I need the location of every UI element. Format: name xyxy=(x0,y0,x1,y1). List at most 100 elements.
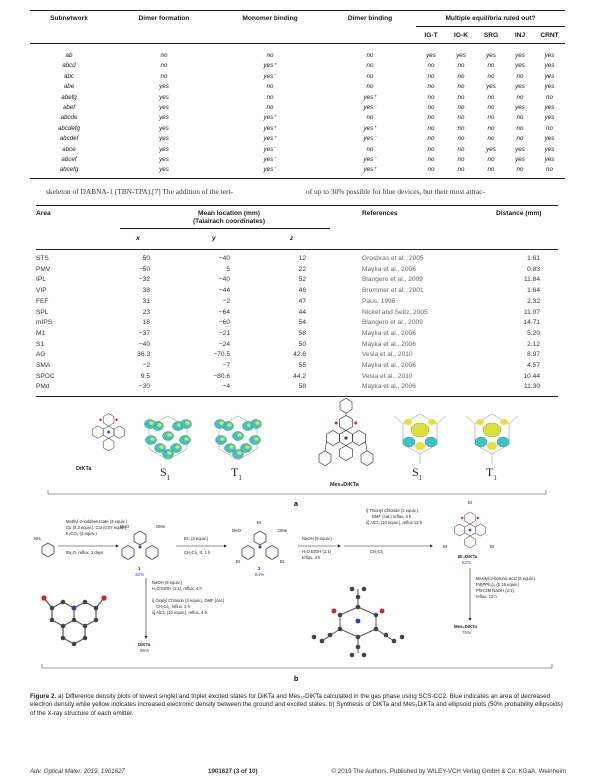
col-header-crnt: CRNT xyxy=(540,32,559,39)
table-cell: yes⁺ xyxy=(363,93,377,101)
table-cell: no xyxy=(487,93,495,101)
table-row: abcefg yes yes⁻ yes⁺ no no no no no xyxy=(30,166,565,176)
step1-conditions: Bu₂O, reflux, 3 days xyxy=(66,550,103,555)
table-row: FEF 31 −2 47 Paus, 1996 2.32 xyxy=(36,298,558,309)
table-cell: −40 xyxy=(218,255,230,262)
table-row: abe yes no no no no yes yes yes xyxy=(30,83,565,93)
dikta-yield: 86% xyxy=(140,648,149,653)
step4-solvent: CH₂Cl₂ xyxy=(370,549,384,554)
table-cell: no xyxy=(266,83,274,91)
table-cell: −44 xyxy=(218,287,230,295)
table-cell: yes xyxy=(515,83,525,91)
table-cell: no xyxy=(487,135,495,143)
table-cell: 58 xyxy=(298,329,306,337)
table-cell: 5.20 xyxy=(527,329,540,337)
step6-reagent-2: Pd(PPh₃)₄ (0.15 equiv.) xyxy=(476,582,520,587)
panel-b: NH₂ Methyl-2-iodobenzoate (3 equiv.) Cu … xyxy=(34,500,553,683)
table-cell: no xyxy=(366,62,374,70)
br-label-left: Br xyxy=(236,559,241,564)
table-cell: abc xyxy=(64,72,74,80)
step5-conditions-2: CH₂Cl₂, reflux, 3 h xyxy=(156,604,191,609)
table-rule xyxy=(36,249,558,250)
compound-2-structure xyxy=(241,530,279,560)
table-cell: SPOC xyxy=(36,372,55,380)
mes3dikta-structure xyxy=(318,397,374,467)
table-cell: yes xyxy=(159,93,169,101)
table-cell: IPL xyxy=(36,276,46,284)
table-cell: no xyxy=(427,62,435,70)
col-header-subnetwork: Subnetwork xyxy=(50,15,88,22)
dikta-label: DiKTa xyxy=(76,466,92,472)
table-row: SPL 23 −64 44 Nickel and Seitz, 2005 11.07 xyxy=(36,309,558,320)
body-text-right: of up to 30% possible for blue devices, … xyxy=(306,187,485,196)
br3dikta-yield: 52% xyxy=(462,560,471,565)
table-row: abce yes yes⁻ no no no yes yes yes xyxy=(30,146,565,156)
table-cell: 44.2 xyxy=(293,372,306,380)
table-cell: 0.83 xyxy=(527,265,540,273)
table-cell: no xyxy=(160,52,168,59)
table-cell: no xyxy=(427,124,435,132)
table-cell: yes xyxy=(515,62,525,70)
table-cell: Mayka et al., 2006 xyxy=(362,340,416,348)
table-cell: no xyxy=(457,166,465,174)
table-cell: no xyxy=(516,166,524,174)
dikta-structure xyxy=(92,413,126,452)
table-cell: 55 xyxy=(298,362,306,369)
table-row: ab no no no yes yes yes yes yes xyxy=(30,52,565,62)
table-row: abcdef yes yes⁺ yes⁻ no no no no yes xyxy=(30,135,565,145)
table-cell: no xyxy=(457,72,465,80)
table-cell: 14.71 xyxy=(523,319,540,327)
table-cell: abcef xyxy=(61,156,77,163)
col-header-multiple-equilibria: Multiple equilibria ruled out? xyxy=(445,15,536,22)
ome-label-1: OMe xyxy=(156,524,166,529)
table-cell: yes⁺ xyxy=(263,62,277,70)
table-cell: yes xyxy=(159,145,169,153)
ome-label-2: OMe xyxy=(278,528,288,533)
table-cell: −7 xyxy=(222,362,230,369)
step6-solvent: PhH:2M NaOH (3:1), xyxy=(476,588,515,593)
table-cell: no xyxy=(366,52,374,59)
table-cell: no xyxy=(427,156,435,163)
step1-reagent-1: Methyl-2-iodobenzoate (3 equiv.) xyxy=(66,519,128,524)
mes3dikta-s1-label: S1 xyxy=(412,465,423,482)
table-row: AG 36.3 −70.5 42.6 Vesia et al., 2010 8.97 xyxy=(36,351,558,362)
table-cell: no xyxy=(457,156,465,163)
table-cell: yes⁻ xyxy=(263,156,277,163)
table-row: STS 50 −40 12 Grosbras et al., 2005 1.61 xyxy=(36,255,558,266)
table-subrule xyxy=(416,26,565,27)
table-cell: no xyxy=(516,114,524,122)
table-cell: 2.12 xyxy=(527,340,540,348)
table-cell: 31 xyxy=(142,297,150,305)
table-cell: yes⁻ xyxy=(363,104,377,111)
table-cell: yes⁻ xyxy=(263,145,277,153)
table-cell: yes xyxy=(544,52,555,59)
table-cell: yes⁺ xyxy=(263,135,277,143)
footer-copyright: © 2019 The Authors. Published by WILEY-V… xyxy=(331,768,566,775)
table-cell: no xyxy=(427,104,435,111)
table-cell: yes xyxy=(544,83,555,91)
col-header-monomer-binding: Monomer binding xyxy=(242,15,298,22)
table-cell: no xyxy=(427,93,435,101)
table-cell: 42.6 xyxy=(293,351,306,359)
table-cell: −32 xyxy=(138,276,150,284)
table-cell: Mayka et al., 2006 xyxy=(362,362,416,369)
panel-a-label: a xyxy=(294,501,298,508)
table-cell: no xyxy=(457,83,465,91)
table-cell: Bremmer et al., 2001 xyxy=(362,287,424,295)
col-header-area: Area xyxy=(36,210,51,217)
mes3dikta-s1-density-plot xyxy=(393,413,447,465)
table-cell: −80.6 xyxy=(213,372,230,380)
table-rule xyxy=(36,205,558,206)
mes3dikta-yield: 75% xyxy=(462,630,471,635)
body-text-left: skeleton of DABNA-1 (TBN-TPA).[7] The ad… xyxy=(46,187,233,196)
table-cell: yes xyxy=(544,114,555,122)
table-cell: no xyxy=(266,52,274,59)
nh2-label: NH₂ xyxy=(34,536,42,541)
col-header-mean-location: Mean location (mm) xyxy=(198,210,260,217)
dikta-t1-label: T1 xyxy=(231,465,242,482)
step2-conditions: CH₂Cl₂, rt, 1 h xyxy=(184,550,211,555)
table-cell: 9.5 xyxy=(140,372,150,380)
step2-reagent: Br₂ (3 equiv.) xyxy=(184,536,209,541)
table-row: abc no yes⁻ no no no no no yes xyxy=(30,73,565,83)
table-cell: yes xyxy=(159,124,169,132)
